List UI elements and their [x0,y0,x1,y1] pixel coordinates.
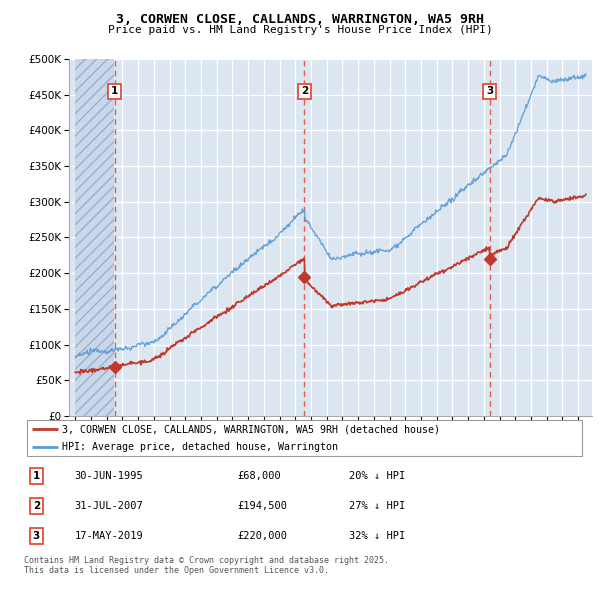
Text: 3: 3 [33,531,40,541]
Text: 32% ↓ HPI: 32% ↓ HPI [349,531,406,541]
Text: £220,000: £220,000 [237,531,287,541]
Text: 31-JUL-2007: 31-JUL-2007 [74,501,143,511]
FancyBboxPatch shape [27,419,581,457]
Text: 30-JUN-1995: 30-JUN-1995 [74,471,143,481]
Text: £68,000: £68,000 [237,471,281,481]
Text: 3, CORWEN CLOSE, CALLANDS, WARRINGTON, WA5 9RH: 3, CORWEN CLOSE, CALLANDS, WARRINGTON, W… [116,13,484,26]
Text: 2: 2 [301,86,308,96]
Text: 3: 3 [486,86,493,96]
Text: Price paid vs. HM Land Registry's House Price Index (HPI): Price paid vs. HM Land Registry's House … [107,25,493,35]
Text: This data is licensed under the Open Government Licence v3.0.: This data is licensed under the Open Gov… [24,566,329,575]
Text: 1: 1 [33,471,40,481]
Text: Contains HM Land Registry data © Crown copyright and database right 2025.: Contains HM Land Registry data © Crown c… [24,556,389,565]
Text: 3, CORWEN CLOSE, CALLANDS, WARRINGTON, WA5 9RH (detached house): 3, CORWEN CLOSE, CALLANDS, WARRINGTON, W… [62,424,440,434]
Text: 17-MAY-2019: 17-MAY-2019 [74,531,143,541]
Text: 2: 2 [33,501,40,511]
Text: £194,500: £194,500 [237,501,287,511]
Text: 27% ↓ HPI: 27% ↓ HPI [349,501,406,511]
Text: 1: 1 [111,86,118,96]
Text: HPI: Average price, detached house, Warrington: HPI: Average price, detached house, Warr… [62,442,338,452]
Text: 20% ↓ HPI: 20% ↓ HPI [349,471,406,481]
